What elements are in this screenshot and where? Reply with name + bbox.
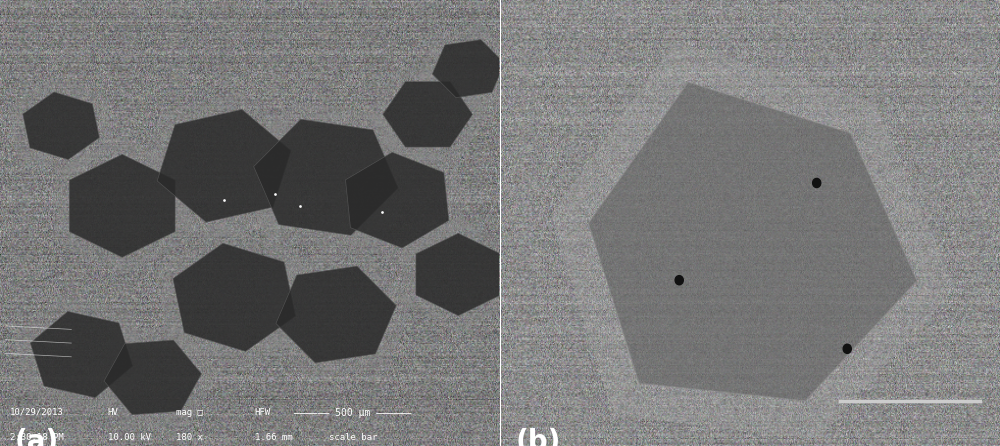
- Text: 10.00 kV: 10.00 kV: [108, 433, 151, 442]
- Polygon shape: [30, 311, 133, 397]
- Polygon shape: [87, 325, 218, 429]
- Text: scale bar: scale bar: [329, 433, 377, 442]
- Circle shape: [675, 276, 683, 285]
- Polygon shape: [104, 340, 201, 415]
- Polygon shape: [13, 295, 150, 414]
- Text: (a): (a): [15, 428, 59, 446]
- Polygon shape: [345, 152, 449, 248]
- Polygon shape: [173, 243, 295, 351]
- Polygon shape: [550, 41, 955, 439]
- Polygon shape: [234, 100, 418, 254]
- Polygon shape: [23, 92, 99, 160]
- Polygon shape: [254, 119, 398, 235]
- Polygon shape: [258, 249, 415, 380]
- Polygon shape: [157, 109, 291, 222]
- Polygon shape: [366, 68, 489, 161]
- Text: 2:30:18 PM: 2:30:18 PM: [10, 433, 64, 442]
- Polygon shape: [589, 83, 917, 401]
- Text: 10/29/2013: 10/29/2013: [10, 408, 64, 417]
- Text: mag □: mag □: [176, 408, 203, 417]
- Polygon shape: [401, 217, 515, 332]
- Text: HFW: HFW: [255, 408, 271, 417]
- Polygon shape: [276, 266, 396, 363]
- Text: HV: HV: [108, 408, 119, 417]
- Polygon shape: [138, 91, 310, 241]
- Text: 1.66 mm: 1.66 mm: [255, 433, 292, 442]
- Polygon shape: [417, 26, 520, 112]
- Polygon shape: [416, 233, 501, 316]
- Polygon shape: [432, 40, 505, 98]
- Polygon shape: [383, 82, 473, 147]
- Polygon shape: [329, 135, 465, 265]
- Circle shape: [813, 178, 821, 188]
- Text: 180 x: 180 x: [176, 433, 203, 442]
- Polygon shape: [69, 154, 175, 257]
- Polygon shape: [8, 77, 115, 175]
- Polygon shape: [53, 136, 191, 276]
- Text: (b): (b): [516, 428, 561, 446]
- Polygon shape: [155, 225, 313, 370]
- Circle shape: [843, 344, 851, 353]
- Text: —————— 500 μm ——————: —————— 500 μm ——————: [294, 408, 412, 417]
